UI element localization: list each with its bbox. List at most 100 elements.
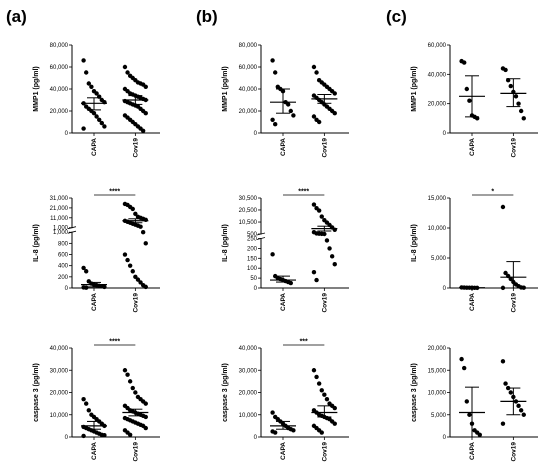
data-point	[273, 122, 278, 127]
data-point	[322, 231, 327, 237]
x-category-label: Cov19	[510, 442, 517, 462]
y-tick-label: 20,000	[50, 109, 69, 115]
data-point	[288, 280, 293, 286]
x-category-label: Cov19	[132, 442, 139, 462]
data-point	[143, 414, 148, 420]
y-tick-label: 30,000	[239, 368, 258, 374]
axis-break-mark	[67, 226, 77, 230]
data-point	[102, 284, 107, 290]
significance-label: ***	[300, 339, 308, 346]
data-point	[81, 396, 86, 402]
data-point	[311, 368, 317, 373]
data-point	[84, 401, 89, 406]
data-point	[130, 269, 135, 274]
y-tick-label: 0	[65, 286, 69, 292]
x-category-label: CAPA	[280, 293, 287, 311]
x-category-label: Cov19	[321, 442, 328, 462]
y-tick-label: 0	[443, 435, 447, 441]
panel-label-b: (b)	[196, 7, 218, 26]
significance-label: *	[491, 189, 494, 196]
data-point	[138, 280, 143, 285]
x-category-label: CAPA	[469, 138, 476, 156]
data-point	[503, 270, 508, 276]
data-point	[316, 208, 322, 213]
significance-label: ****	[109, 189, 120, 196]
data-point	[81, 433, 86, 439]
x-category-label: Cov19	[321, 138, 328, 158]
data-point	[127, 263, 133, 268]
axis-break-mark	[256, 237, 266, 240]
data-point	[503, 381, 508, 386]
data-point	[311, 202, 317, 207]
data-point	[521, 116, 526, 121]
panel-label-c: (c)	[386, 7, 407, 26]
data-point	[518, 408, 524, 413]
y-tick-label: 200	[58, 275, 69, 281]
y-tick-label: 15,000	[428, 368, 447, 374]
y-tick-label: 250	[247, 237, 258, 243]
data-point	[99, 120, 105, 126]
data-point	[319, 388, 324, 393]
axis-break-gap	[70, 228, 74, 232]
data-point	[130, 206, 135, 212]
y-tick-label: 10,000	[239, 413, 258, 419]
data-point	[311, 64, 317, 70]
data-point	[140, 128, 146, 133]
y-tick-label: 0	[65, 131, 69, 137]
data-point	[314, 70, 319, 75]
y-tick-label: 60,000	[50, 65, 69, 71]
x-category-label: Cov19	[132, 138, 139, 158]
data-point	[500, 204, 506, 210]
data-point	[521, 412, 526, 417]
data-point	[125, 372, 130, 377]
y-tick-label: 60,000	[428, 43, 447, 49]
data-point	[332, 405, 337, 411]
data-point	[143, 284, 148, 290]
y-tick-label: 0	[254, 286, 258, 292]
data-point	[91, 111, 97, 116]
data-point	[462, 60, 467, 65]
data-point	[127, 379, 133, 384]
data-point	[140, 230, 146, 235]
y-tick-label: 10,500	[239, 220, 258, 226]
y-tick-label: 10,000	[428, 226, 447, 232]
data-point	[273, 430, 278, 435]
data-point	[127, 432, 133, 437]
y-tick-label: 1,000	[53, 230, 69, 236]
x-category-label: Cov19	[132, 293, 139, 313]
y-tick-label: 5,000	[431, 256, 447, 262]
data-point	[332, 262, 337, 267]
data-point	[125, 70, 130, 75]
data-point	[133, 390, 138, 395]
y-tick-label: 80,000	[50, 43, 69, 49]
data-point	[467, 412, 472, 417]
data-point	[94, 114, 99, 119]
data-point	[319, 430, 324, 435]
data-point	[89, 84, 94, 90]
y-tick-label: 800	[58, 241, 69, 247]
data-point	[130, 385, 135, 391]
y-axis-label: IL-8 (pg/ml)	[222, 224, 229, 262]
y-tick-label: 10,000	[428, 391, 447, 397]
y-tick-label: 0	[65, 435, 69, 441]
data-point	[143, 425, 148, 431]
y-axis-label: IL-8 (pg/ml)	[411, 224, 418, 262]
data-point	[291, 428, 296, 433]
data-point	[516, 403, 521, 409]
panel-label-a: (a)	[6, 7, 27, 26]
y-tick-label: 1,000	[53, 226, 69, 232]
data-point	[143, 111, 148, 116]
y-tick-label: 30,500	[239, 196, 258, 202]
x-category-label: CAPA	[280, 442, 287, 460]
data-point	[270, 58, 275, 63]
y-tick-label: 80,000	[239, 43, 258, 49]
y-tick-label: 0	[443, 286, 447, 292]
y-tick-label: 20,000	[428, 346, 447, 352]
data-point	[270, 410, 275, 415]
data-point	[327, 246, 332, 251]
data-point	[500, 421, 506, 426]
y-tick-label: 40,000	[239, 87, 258, 93]
axis-break-mark	[256, 232, 266, 236]
